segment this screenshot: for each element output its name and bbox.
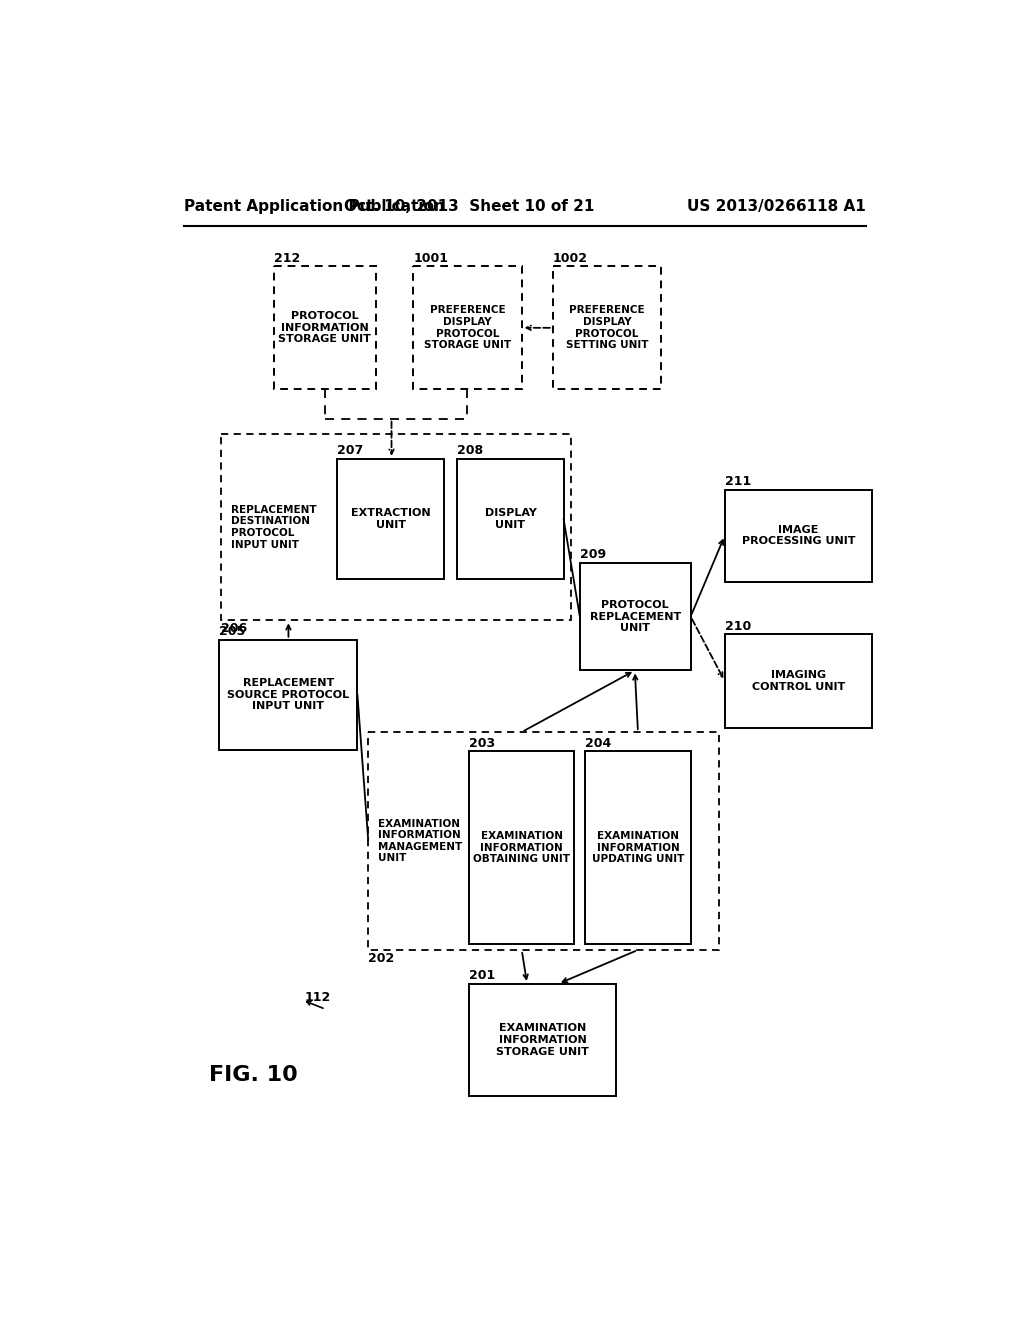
Text: Oct. 10, 2013  Sheet 10 of 21: Oct. 10, 2013 Sheet 10 of 21 — [344, 198, 595, 214]
Text: EXTRACTION
UNIT: EXTRACTION UNIT — [351, 508, 430, 529]
Text: 1001: 1001 — [414, 252, 449, 264]
Bar — [458, 459, 563, 578]
Text: IMAGING
CONTROL UNIT: IMAGING CONTROL UNIT — [752, 671, 845, 692]
Text: PREFERENCE
DISPLAY
PROTOCOL
STORAGE UNIT: PREFERENCE DISPLAY PROTOCOL STORAGE UNIT — [424, 305, 511, 350]
Text: 203: 203 — [469, 737, 496, 750]
Bar — [337, 459, 444, 578]
Text: EXAMINATION
INFORMATION
MANAGEMENT
UNIT: EXAMINATION INFORMATION MANAGEMENT UNIT — [378, 818, 463, 863]
Text: EXAMINATION
INFORMATION
OBTAINING UNIT: EXAMINATION INFORMATION OBTAINING UNIT — [473, 832, 570, 865]
Text: 208: 208 — [458, 444, 483, 457]
Text: US 2013/0266118 A1: US 2013/0266118 A1 — [687, 198, 866, 214]
Text: REPLACEMENT
SOURCE PROTOCOL
INPUT UNIT: REPLACEMENT SOURCE PROTOCOL INPUT UNIT — [227, 678, 349, 711]
Text: PROTOCOL
REPLACEMENT
UNIT: PROTOCOL REPLACEMENT UNIT — [590, 601, 681, 634]
Text: 210: 210 — [725, 619, 751, 632]
Text: 212: 212 — [273, 252, 300, 264]
Bar — [469, 751, 574, 944]
Text: Patent Application Publication: Patent Application Publication — [183, 198, 444, 214]
Bar — [580, 562, 690, 671]
Text: PROTOCOL
INFORMATION
STORAGE UNIT: PROTOCOL INFORMATION STORAGE UNIT — [279, 312, 372, 345]
Text: 209: 209 — [580, 548, 606, 561]
Text: EXAMINATION
INFORMATION
STORAGE UNIT: EXAMINATION INFORMATION STORAGE UNIT — [497, 1023, 589, 1056]
Bar — [273, 267, 376, 389]
Bar — [219, 640, 357, 750]
Text: 1002: 1002 — [553, 252, 588, 264]
Text: 206: 206 — [221, 622, 247, 635]
Text: PREFERENCE
DISPLAY
PROTOCOL
SETTING UNIT: PREFERENCE DISPLAY PROTOCOL SETTING UNIT — [565, 305, 648, 350]
Text: 207: 207 — [337, 444, 364, 457]
Bar — [369, 733, 719, 950]
Text: 205: 205 — [219, 626, 246, 638]
Text: 202: 202 — [369, 952, 394, 965]
Bar — [221, 434, 571, 620]
Bar — [725, 490, 872, 582]
Text: FIG. 10: FIG. 10 — [209, 1065, 298, 1085]
Bar — [586, 751, 690, 944]
Bar — [553, 267, 662, 389]
Text: EXAMINATION
INFORMATION
UPDATING UNIT: EXAMINATION INFORMATION UPDATING UNIT — [592, 832, 684, 865]
Bar — [725, 635, 872, 729]
Text: DISPLAY
UNIT: DISPLAY UNIT — [484, 508, 537, 529]
Text: 201: 201 — [469, 969, 496, 982]
Text: 112: 112 — [305, 991, 331, 1005]
Text: IMAGE
PROCESSING UNIT: IMAGE PROCESSING UNIT — [741, 525, 855, 546]
Text: 204: 204 — [586, 737, 611, 750]
Bar — [469, 983, 616, 1096]
Bar — [414, 267, 521, 389]
Text: REPLACEMENT
DESTINATION
PROTOCOL
INPUT UNIT: REPLACEMENT DESTINATION PROTOCOL INPUT U… — [231, 504, 316, 549]
Text: 211: 211 — [725, 475, 751, 488]
